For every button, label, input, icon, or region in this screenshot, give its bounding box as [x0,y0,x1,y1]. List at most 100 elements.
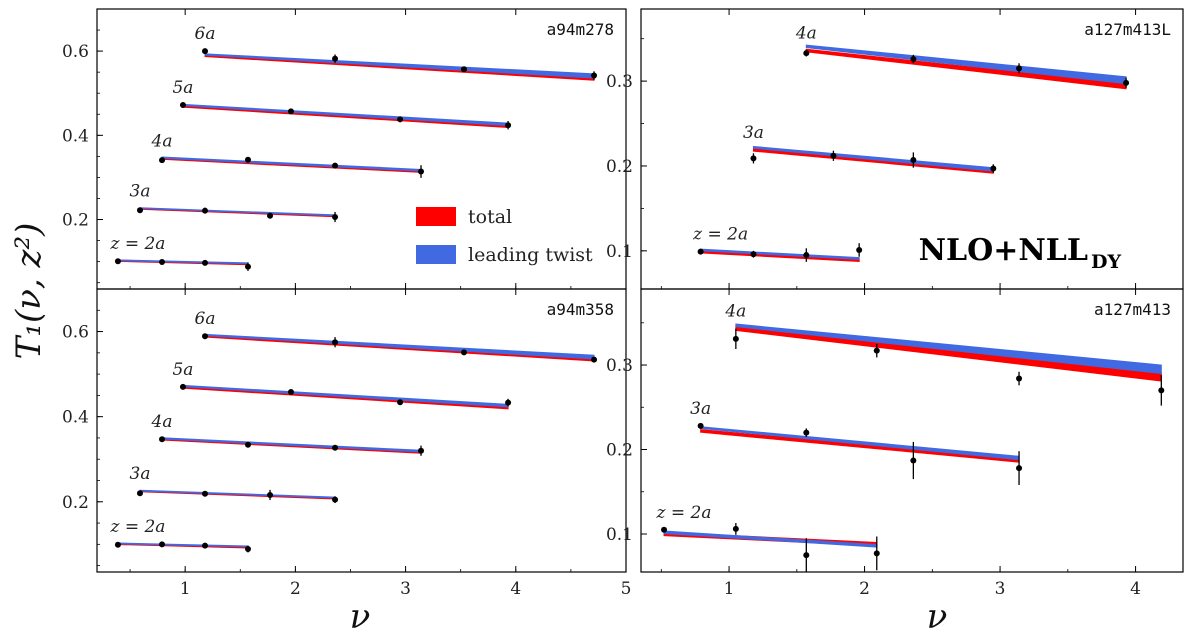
legend: total leading twist [416,206,593,266]
y-tick-label: 0.1 [606,525,633,545]
series-3a: 3a [743,123,997,174]
leading-twist-band [204,333,595,360]
x-tick-label: 5 [621,579,632,599]
series-4a: 4a [151,412,425,456]
data-point [505,399,512,406]
data-point [732,525,739,532]
panel-frame [640,8,1184,290]
series-z2a: z = 2a [109,234,251,271]
data-point [267,491,274,498]
z-label: 5a [172,360,193,380]
data-point [1016,465,1023,472]
z-label: z = 2a [656,503,712,523]
data-point [332,444,339,451]
data-point [873,550,880,557]
data-point [697,422,704,429]
series-4a: 4a [151,131,425,178]
data-point [732,335,739,342]
leading-twist-band [805,44,1127,85]
x-axis-title-left: ν [350,597,371,633]
data-point [397,399,404,406]
data-point [803,50,810,57]
z-label: 3a [130,182,151,202]
series-5a: 5a [172,360,512,410]
data-point [1016,65,1023,72]
z-label: 5a [172,78,193,98]
data-point [332,214,339,220]
data-point [202,542,209,549]
data-point [159,541,166,548]
data-point [830,152,837,159]
data-point [591,356,598,363]
data-point [990,165,997,172]
panel-a127m413L: 0.1 0.2 0.3 a127m413L z = 2a 3a 4a [606,8,1184,290]
z-label: 4a [795,24,817,44]
data-point [332,55,339,62]
x-tick-label: 4 [1130,579,1141,599]
method-label-subscript: DY [1091,251,1121,273]
z-label: 3a [690,399,711,419]
data-point [803,552,810,559]
z-label: 4a [724,302,746,322]
x-tick-label: 1 [180,579,191,599]
series-z2a: z = 2a [656,503,880,572]
y-tick-label: 0.3 [606,356,633,376]
series-3a: 3a [130,182,339,223]
data-point [179,102,186,108]
series-4a: 4a [795,24,1130,90]
data-point [287,388,294,395]
total-band [735,326,1162,382]
leading-twist-band [182,103,509,127]
data-point [1123,79,1130,86]
ensemble-label: a127m413L [1084,20,1171,39]
data-point [873,347,880,354]
ensemble-label: a94m358 [547,300,614,319]
y-tick-label: 0.1 [606,242,633,262]
data-point [136,490,143,497]
data-point [202,207,209,214]
x-tick-label: 3 [400,579,411,599]
data-point [179,383,186,390]
panel-a94m358: 0.2 0.4 0.6 1 2 3 4 5 a94m358 z = 2a 3a 4a 5a 6a [62,288,632,599]
x-tick-label: 2 [290,579,301,599]
data-point [267,212,274,219]
data-point [460,66,467,73]
leading-twist-band [663,530,878,548]
legend-swatch-total [416,207,456,226]
y-tick-label: 0.4 [62,126,89,146]
data-point [750,155,757,162]
data-point [856,246,863,253]
z-label: z = 2a [109,234,165,254]
z-label: z = 2a [692,225,748,245]
data-point [332,339,339,346]
data-point [591,72,598,79]
data-point [418,447,425,454]
panel-a94m278: 0.2 0.4 0.6 a94m278 z = 2a 3a 4a 5a 6a [62,8,627,290]
y-tick-label: 0.2 [62,493,89,513]
leading-twist-band [752,145,994,172]
y-tick-label: 0.6 [62,42,89,62]
panel-frame [96,288,627,573]
data-point [803,252,810,259]
data-point [803,429,810,436]
method-label: NLO+NLL DY [919,233,1122,273]
data-point [910,56,917,63]
y-tick-label: 0.2 [606,441,633,461]
z-label: 4a [151,131,173,151]
data-point [750,251,757,258]
ensemble-label: a127m413 [1094,300,1171,319]
total-band [752,148,994,174]
data-point [332,162,339,169]
panel-a127m413: 0.1 0.2 0.3 1 2 3 4 a127m413 z = 2a 3a 4a [606,288,1184,599]
data-point [202,259,209,266]
data-point [244,546,251,553]
total-band [700,429,1020,463]
x-tick-label: 1 [724,579,735,599]
data-point [332,496,339,503]
data-point [136,207,143,214]
z-label: 3a [743,123,764,143]
data-point [397,116,404,123]
leading-twist-band [139,207,336,217]
data-point [114,258,121,265]
